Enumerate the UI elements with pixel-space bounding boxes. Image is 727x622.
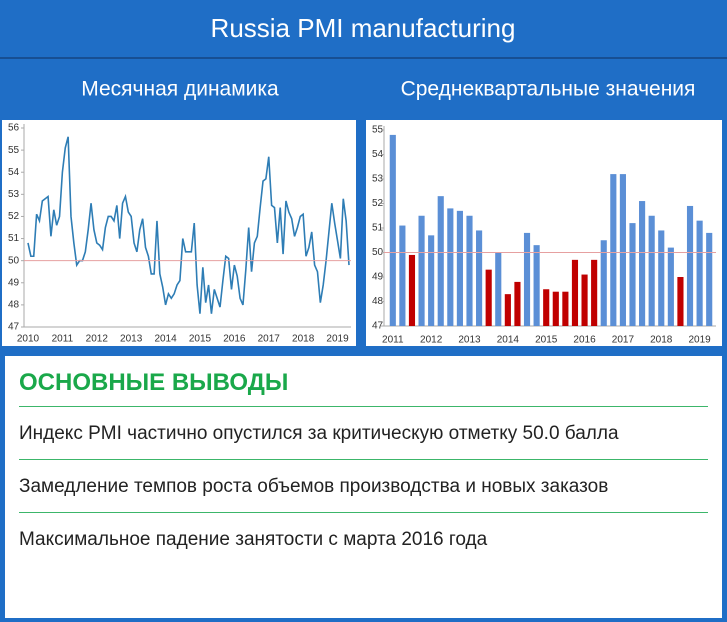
chart-title: Месячная динамика xyxy=(81,78,279,101)
chart-title: Среднеквартальные значения xyxy=(401,78,696,101)
bar xyxy=(456,210,463,326)
bar xyxy=(610,174,617,326)
bar xyxy=(581,274,588,326)
bar xyxy=(408,254,416,326)
bar xyxy=(533,245,540,326)
bar xyxy=(437,196,444,326)
conclusion-item: Индекс PMI частично опустился за критиче… xyxy=(19,407,708,460)
bar xyxy=(686,205,694,326)
x-tick-label: 2012 xyxy=(86,334,109,345)
y-tick-label: 53 xyxy=(372,174,384,185)
y-tick-label: 48 xyxy=(8,300,20,311)
y-tick-label: 47 xyxy=(8,322,20,333)
divider xyxy=(0,57,727,59)
bar xyxy=(677,277,684,326)
x-tick-label: 2010 xyxy=(17,334,40,345)
x-tick-label: 2015 xyxy=(535,335,558,346)
bar xyxy=(504,294,511,326)
bar xyxy=(466,215,473,326)
x-tick-label: 2017 xyxy=(258,334,281,345)
y-tick-label: 48 xyxy=(372,296,384,307)
bar xyxy=(600,240,607,326)
x-tick-label: 2019 xyxy=(326,334,349,345)
chart-panel xyxy=(2,120,356,346)
y-tick-label: 54 xyxy=(8,167,20,178)
conclusion-item: Замедление темпов роста объемов производ… xyxy=(19,460,708,513)
y-tick-label: 56 xyxy=(8,123,20,134)
bar xyxy=(658,230,665,326)
bar xyxy=(428,235,435,326)
y-tick-label: 55 xyxy=(372,125,384,136)
bar xyxy=(639,201,646,326)
bar xyxy=(543,289,550,326)
x-tick-label: 2016 xyxy=(223,334,246,345)
bar xyxy=(619,174,626,326)
bar xyxy=(447,208,454,326)
bar xyxy=(706,232,713,326)
y-tick-label: 47 xyxy=(372,321,384,332)
y-tick-label: 52 xyxy=(8,211,20,222)
x-tick-label: 2015 xyxy=(189,334,212,345)
conclusion-item: Максимальное падение занятости с марта 2… xyxy=(19,529,488,550)
x-tick-label: 2019 xyxy=(688,335,711,346)
bar xyxy=(696,220,703,326)
y-tick-label: 51 xyxy=(8,233,20,244)
y-tick-label: 53 xyxy=(8,189,20,200)
y-tick-label: 54 xyxy=(372,149,384,160)
bar xyxy=(418,215,425,326)
x-tick-label: 2011 xyxy=(382,335,404,346)
charts: Russia PMI manufacturing Месячная динами… xyxy=(0,13,727,346)
y-tick-label: 52 xyxy=(372,198,384,209)
x-tick-label: 2014 xyxy=(154,334,177,345)
bar xyxy=(495,252,502,326)
y-tick-label: 49 xyxy=(8,277,20,288)
conclusions-heading: ОСНОВНЫЕ ВЫВОДЫ xyxy=(19,368,708,407)
x-tick-label: 2018 xyxy=(292,334,315,345)
x-tick-label: 2014 xyxy=(497,335,520,346)
x-tick-label: 2017 xyxy=(612,335,635,346)
bar xyxy=(514,281,521,326)
page-title: Russia PMI manufacturing xyxy=(211,13,516,43)
bar xyxy=(552,291,559,326)
bar xyxy=(523,232,531,326)
bar xyxy=(629,223,636,326)
x-tick-label: 2018 xyxy=(650,335,673,346)
bar xyxy=(485,269,492,326)
y-tick-label: 50 xyxy=(372,247,384,258)
bar xyxy=(667,247,674,326)
y-tick-label: 49 xyxy=(372,272,384,283)
bar xyxy=(562,291,569,326)
bar xyxy=(591,259,598,326)
x-tick-label: 2013 xyxy=(120,334,143,345)
conclusions: ОСНОВНЫЕ ВЫВОДЫ Индекс PMI частично опус… xyxy=(5,356,722,618)
x-tick-label: 2012 xyxy=(420,335,443,346)
y-tick-label: 50 xyxy=(8,255,20,266)
y-tick-label: 51 xyxy=(372,223,384,234)
x-tick-label: 2013 xyxy=(458,335,481,346)
y-tick-label: 55 xyxy=(8,145,20,156)
bar xyxy=(389,134,396,326)
bar xyxy=(399,225,406,326)
x-tick-label: 2016 xyxy=(573,335,596,346)
bar xyxy=(476,230,483,326)
x-tick-label: 2011 xyxy=(52,334,74,345)
bar xyxy=(648,215,655,326)
bar xyxy=(571,259,579,326)
